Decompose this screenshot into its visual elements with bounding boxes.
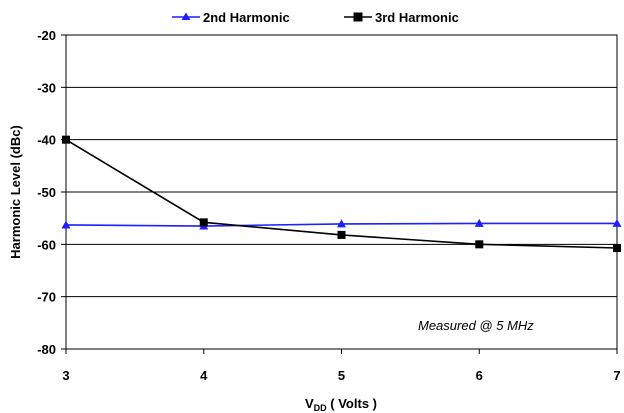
gridlines [66, 34, 617, 350]
data-point-3rd [337, 230, 346, 239]
x-axis-label: VDD ( Volts ) [305, 396, 377, 413]
y-tick-label: -40 [37, 133, 56, 148]
y-tick-label: -50 [37, 185, 56, 200]
x-axis-label-subscript: DD [314, 403, 327, 413]
x-tick-label: 3 [62, 368, 69, 383]
data-point-2nd [612, 218, 622, 227]
x-tick-labels: 3 4 5 6 7 [62, 349, 621, 383]
legend-triangle-marker-icon [181, 12, 191, 20]
legend-label-2nd: 2nd Harmonic [203, 10, 290, 25]
y-tick-label: -60 [37, 237, 56, 252]
y-tick-label: -30 [37, 80, 56, 95]
legend-square-marker-icon [353, 12, 363, 22]
data-point-2nd [474, 218, 484, 227]
data-point-3rd [62, 135, 70, 144]
x-tick-label: 5 [338, 368, 345, 383]
x-axis-label-rest: ( Volts ) [327, 396, 377, 411]
y-tick-label: -20 [37, 28, 56, 43]
data-point-3rd [475, 240, 484, 249]
x-axis-label-main: V [305, 396, 314, 411]
y-tick-label: -70 [37, 290, 56, 305]
legend: 2nd Harmonic 3rd Harmonic [172, 10, 459, 25]
series-group [61, 135, 622, 252]
data-point-3rd [199, 218, 208, 227]
y-axis-label: Harmonic Level (dBc) [8, 125, 23, 259]
y-tick-labels: -20 -30 -40 -50 -60 -70 -80 [37, 28, 66, 357]
data-point-2nd [61, 220, 71, 229]
legend-label-3rd: 3rd Harmonic [375, 10, 459, 25]
x-tick-label: 4 [200, 368, 208, 383]
x-tick-label: 6 [476, 368, 483, 383]
annotation: Measured @ 5 MHz [418, 318, 534, 333]
x-tick-label: 7 [613, 368, 620, 383]
y-tick-label: -80 [37, 342, 56, 357]
data-point-3rd [613, 243, 621, 252]
data-point-2nd [337, 219, 346, 228]
